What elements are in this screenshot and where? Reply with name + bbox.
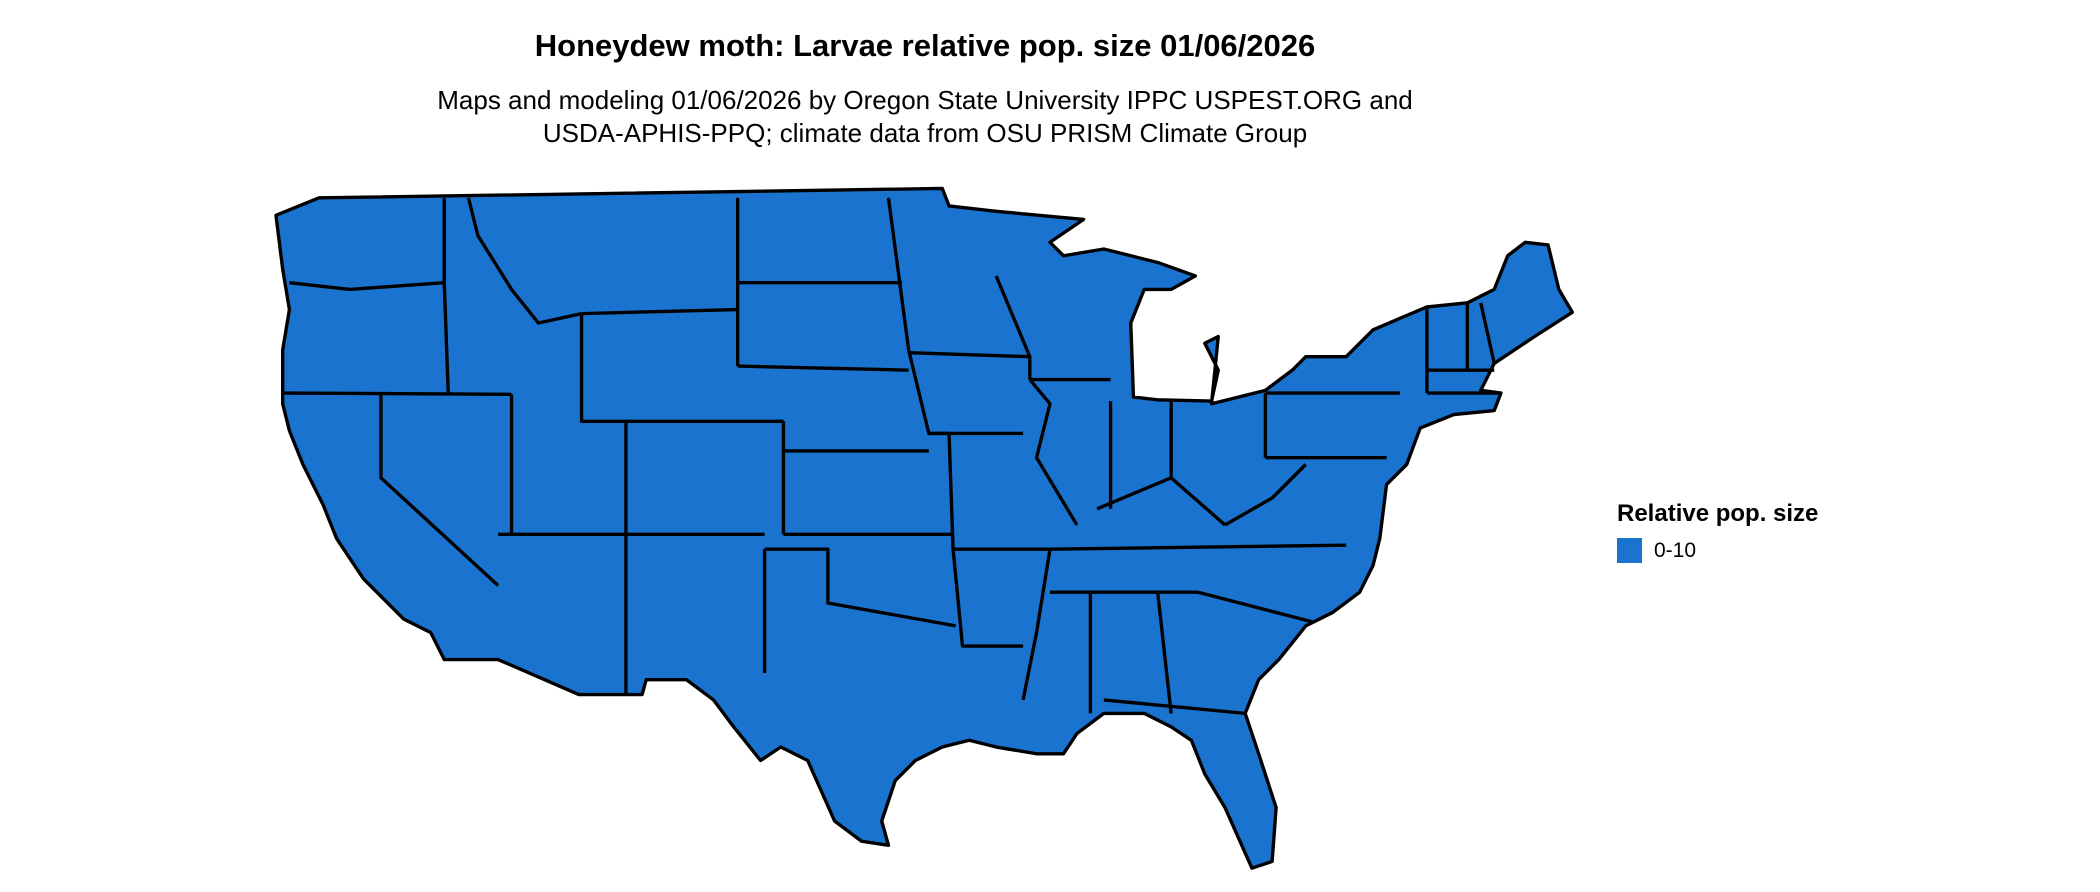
subtitle-line-1: Maps and modeling 01/06/2026 by Oregon S… <box>437 85 1413 115</box>
legend-label: 0-10 <box>1654 538 1697 562</box>
us-outline <box>274 186 1574 870</box>
legend-item: 0-10 <box>1617 538 1818 563</box>
legend-swatch <box>1617 538 1642 563</box>
state-boundaries <box>282 197 1501 716</box>
legend: Relative pop. size 0-10 <box>1617 500 1818 563</box>
map-subtitle: Maps and modeling 01/06/2026 by Oregon S… <box>0 84 1850 150</box>
map-title: Honeydew moth: Larvae relative pop. size… <box>534 28 1316 63</box>
subtitle-line-2: USDA-APHIS-PPQ; climate data from OSU PR… <box>542 118 1308 148</box>
legend-title: Relative pop. size <box>1617 500 1819 527</box>
